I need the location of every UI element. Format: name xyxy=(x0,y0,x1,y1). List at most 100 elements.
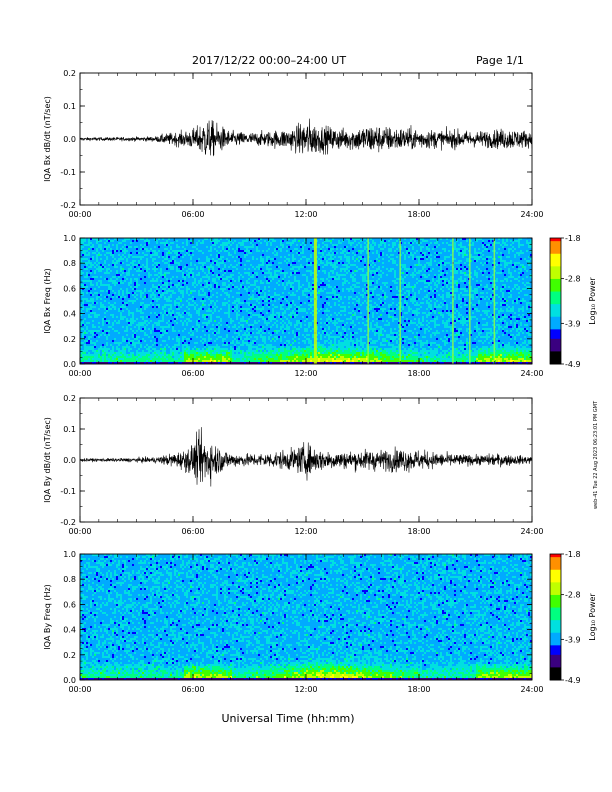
heatmap-cell xyxy=(184,244,186,246)
heatmap-cell xyxy=(124,340,126,342)
heatmap-cell xyxy=(228,290,230,292)
heatmap-cell xyxy=(160,338,162,340)
heatmap-cell xyxy=(220,242,222,244)
heatmap-cell xyxy=(218,358,220,360)
heatmap-cell xyxy=(82,278,84,280)
heatmap-cell xyxy=(84,304,86,306)
heatmap-cell xyxy=(174,296,176,298)
heatmap-cell xyxy=(146,296,148,298)
heatmap-cell xyxy=(218,342,220,344)
heatmap-cell xyxy=(188,260,190,262)
heatmap-cell xyxy=(230,286,232,288)
heatmap-cell xyxy=(206,244,208,246)
heatmap-cell xyxy=(114,316,116,318)
heatmap-cell xyxy=(192,316,194,318)
heatmap-cell xyxy=(226,278,228,280)
heatmap-cell xyxy=(152,260,154,262)
heatmap-cell xyxy=(186,242,188,244)
heatmap-cell xyxy=(86,266,88,268)
heatmap-cell xyxy=(128,288,130,290)
heatmap-cell xyxy=(188,308,190,310)
heatmap-cell xyxy=(182,284,184,286)
heatmap-cell xyxy=(108,352,110,354)
heatmap-cell xyxy=(118,338,120,340)
heatmap-cell xyxy=(164,256,166,258)
heatmap-cell xyxy=(110,242,112,244)
heatmap-cell xyxy=(208,246,210,248)
heatmap-cell xyxy=(120,296,122,298)
heatmap-cell xyxy=(150,336,152,338)
heatmap-cell xyxy=(108,250,110,252)
heatmap-cell xyxy=(220,290,222,292)
heatmap-cell xyxy=(194,340,196,342)
heatmap-cell xyxy=(122,250,124,252)
heatmap-cell xyxy=(86,312,88,314)
heatmap-cell xyxy=(220,276,222,278)
heatmap-cell xyxy=(230,342,232,344)
heatmap-cell xyxy=(118,328,120,330)
heatmap-cell xyxy=(132,304,134,306)
heatmap-cell xyxy=(134,352,136,354)
heatmap-cell xyxy=(162,264,164,266)
heatmap-cell xyxy=(202,332,204,334)
heatmap-cell xyxy=(162,292,164,294)
heatmap-cell xyxy=(104,346,106,348)
heatmap-cell xyxy=(156,290,158,292)
heatmap-cell xyxy=(164,300,166,302)
heatmap-cell xyxy=(174,316,176,318)
heatmap-cell xyxy=(168,320,170,322)
heatmap-cell xyxy=(188,266,190,268)
heatmap-cell xyxy=(122,324,124,326)
heatmap-cell xyxy=(204,358,206,360)
heatmap-cell xyxy=(138,330,140,332)
heatmap-cell xyxy=(134,268,136,270)
heatmap-cell xyxy=(218,338,220,340)
heatmap-cell xyxy=(102,250,104,252)
heatmap-cell xyxy=(100,260,102,262)
heatmap-cell xyxy=(106,286,108,288)
heatmap-cell xyxy=(170,254,172,256)
heatmap-cell xyxy=(114,326,116,328)
heatmap-cell xyxy=(174,258,176,260)
heatmap-cell xyxy=(132,338,134,340)
heatmap-cell xyxy=(92,316,94,318)
heatmap-cell xyxy=(144,306,146,308)
heatmap-cell xyxy=(124,300,126,302)
heatmap-cell xyxy=(214,280,216,282)
heatmap-cell xyxy=(184,256,186,258)
heatmap-cell xyxy=(196,292,198,294)
heatmap-cell xyxy=(212,242,214,244)
heatmap-cell xyxy=(102,330,104,332)
heatmap-cell xyxy=(132,346,134,348)
heatmap-cell xyxy=(188,292,190,294)
heatmap-cell xyxy=(222,344,224,346)
heatmap-cell xyxy=(184,350,186,352)
heatmap-cell xyxy=(100,272,102,274)
heatmap-cell xyxy=(138,304,140,306)
heatmap-cell xyxy=(148,356,150,358)
heatmap-cell xyxy=(102,302,104,304)
heatmap-cell xyxy=(226,338,228,340)
heatmap-cell xyxy=(160,248,162,250)
heatmap-cell xyxy=(128,350,130,352)
heatmap-cell xyxy=(98,346,100,348)
heatmap-cell xyxy=(212,292,214,294)
heatmap-cell xyxy=(220,322,222,324)
heatmap-cell xyxy=(194,322,196,324)
heatmap-cell xyxy=(226,348,228,350)
heatmap-cell xyxy=(210,356,212,358)
heatmap-cell xyxy=(202,348,204,350)
heatmap-cell xyxy=(142,284,144,286)
heatmap-cell xyxy=(174,352,176,354)
heatmap-cell xyxy=(120,338,122,340)
heatmap-cell xyxy=(118,320,120,322)
heatmap-cell xyxy=(112,314,114,316)
heatmap-cell xyxy=(152,292,154,294)
heatmap-cell xyxy=(196,306,198,308)
heatmap-cell xyxy=(164,284,166,286)
heatmap-cell xyxy=(170,304,172,306)
heatmap-cell xyxy=(230,308,232,310)
heatmap-cell xyxy=(216,294,218,296)
heatmap-cell xyxy=(90,278,92,280)
heatmap-cell xyxy=(122,288,124,290)
